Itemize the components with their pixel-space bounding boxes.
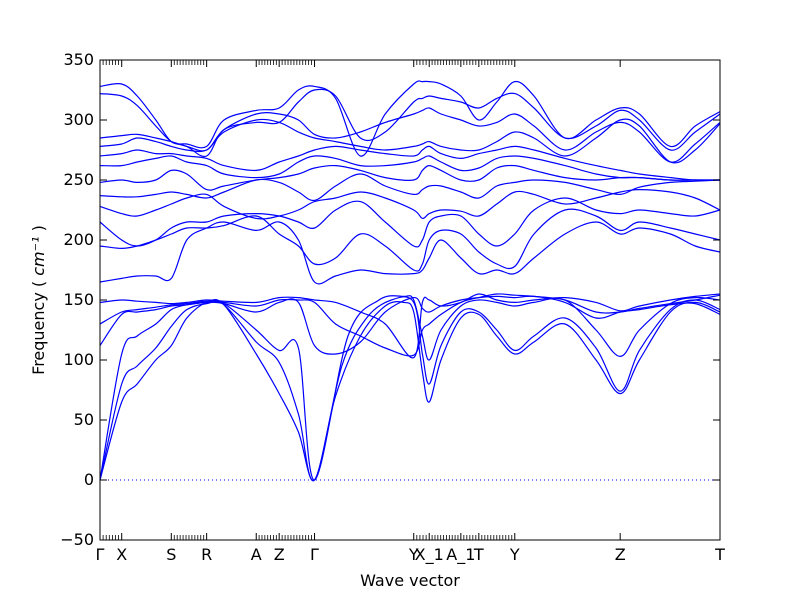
band-line-9 xyxy=(99,197,721,248)
hsp-label-3: S xyxy=(166,545,176,564)
hsp-label-6: Z xyxy=(274,545,285,564)
hsp-label-4: R xyxy=(201,545,212,564)
band-line-6 xyxy=(99,293,721,359)
hsp-label-14: T xyxy=(714,545,725,564)
y-tick-label: 200 xyxy=(63,230,94,249)
y-tick-label: 350 xyxy=(63,50,94,69)
band-line-5 xyxy=(99,293,721,357)
band-line-14 xyxy=(99,145,721,181)
band-line-2 xyxy=(99,296,721,482)
band-line-7 xyxy=(99,221,721,285)
hsp-label-11: T xyxy=(473,545,484,564)
x-axis-label: Wave vector xyxy=(360,571,460,590)
band-line-8 xyxy=(99,208,721,272)
y-tick-label: 150 xyxy=(63,290,94,309)
band-line-15 xyxy=(99,118,721,164)
hsp-label-1: Γ xyxy=(96,545,105,564)
band-line-10 xyxy=(99,188,721,220)
y-tick-label: 50 xyxy=(74,410,94,429)
y-tick-layer: −50 0 50 100 150 200 250 300 350 xyxy=(60,50,720,549)
band-line-17 xyxy=(99,88,721,158)
band-line-11 xyxy=(99,173,721,202)
y-axis-label-close: ) xyxy=(29,225,48,231)
hsp-label-10: A_1 xyxy=(446,545,475,565)
x-label-layer: Γ X S R A Z Γ YX_1 A_1T Y Z T xyxy=(96,545,726,565)
y-axis-label: Frequency ( cm⁻¹ ) xyxy=(29,225,48,375)
y-axis-label-text: Frequency xyxy=(29,292,48,375)
hsp-label-12: Y xyxy=(509,545,520,564)
y-axis-label-unit: cm⁻¹ xyxy=(29,237,48,276)
y-tick-label: 300 xyxy=(63,110,94,129)
y-tick-label: 0 xyxy=(84,470,94,489)
y-tick-label: 250 xyxy=(63,170,94,189)
hsp-label-5: A xyxy=(251,545,262,564)
band-line-18 xyxy=(99,80,721,157)
band-line-4 xyxy=(99,295,721,355)
band-line-1 xyxy=(99,298,721,481)
y-axis-label-open: ( xyxy=(29,281,48,287)
hsp-label-9: X_1 xyxy=(415,545,444,565)
high-symmetry-tick-layer xyxy=(99,60,721,540)
band-line-12 xyxy=(99,164,720,191)
hsp-label-7: Γ xyxy=(310,545,319,564)
y-tick-label: 100 xyxy=(63,350,94,369)
y-tick-label: −50 xyxy=(60,530,94,549)
plot-background xyxy=(100,60,720,540)
hsp-label-8: Y xyxy=(408,545,419,564)
band-line-13 xyxy=(99,155,720,181)
hsp-label-13: Z xyxy=(615,545,626,564)
hsp-label-2: X xyxy=(116,545,127,564)
series-layer xyxy=(99,80,721,482)
